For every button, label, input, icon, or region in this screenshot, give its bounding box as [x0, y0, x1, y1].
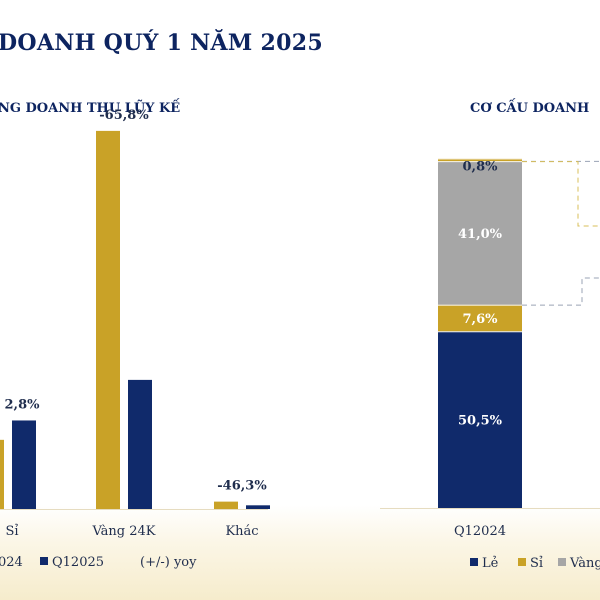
- bar-q12025-1: [128, 379, 152, 509]
- legend-label-yoy: (+/-) yoy: [140, 555, 197, 570]
- dashed-connector-lines: [522, 160, 600, 306]
- category-label-0: Sỉ: [5, 524, 18, 539]
- stack-label-2: 41,0%: [458, 227, 503, 242]
- stack-legend-swatch-1: [518, 558, 526, 566]
- right-chart-subtitle: CƠ CẤU DOANH: [470, 101, 590, 116]
- legend-label-q12025: Q12025: [52, 555, 104, 570]
- bar-q12025-2: [246, 505, 270, 509]
- category-label-2: Khác: [225, 524, 258, 539]
- left-chart-subtitle: NG DOANH THU LŨY KẾ: [0, 101, 181, 116]
- revenue-structure-stacked-chart: 50,5% 7,6% 41,0% 0,8% Q12024 Lẻ Sỉ Vàng: [380, 158, 600, 571]
- stack-label-0: 50,5%: [458, 414, 503, 429]
- stack-label-1: 7,6%: [463, 312, 499, 327]
- yoy-annotation-0: 2,8%: [5, 397, 41, 412]
- stack-legend-label-2: Vàng: [569, 556, 600, 571]
- category-label-1: Vàng 24K: [91, 524, 155, 539]
- bottom-gradient-band: [0, 505, 600, 600]
- page-title: DOANH QUÝ 1 NĂM 2025: [0, 30, 323, 56]
- stack-legend-swatch-2: [558, 558, 566, 566]
- stack-label-3: 0,8%: [463, 159, 499, 174]
- connector-gray: [522, 277, 600, 306]
- bar-q12024-1: [96, 130, 120, 509]
- bar-q12024-0: [0, 439, 4, 509]
- yoy-annotation-2: -46,3%: [217, 479, 267, 494]
- connector-gold: [522, 161, 600, 227]
- legend-swatch-q12025: [40, 557, 48, 565]
- stack-legend-label-0: Lẻ: [482, 556, 499, 571]
- stack-legend-label-1: Sỉ: [530, 556, 543, 571]
- stack-segment-0: [438, 331, 522, 508]
- bar-q12025-0: [12, 420, 36, 509]
- stack-category-label: Q12024: [454, 524, 506, 539]
- stack-segment-2: [438, 161, 522, 305]
- yoy-annotation-1: -65,8%: [99, 108, 149, 123]
- cumulative-revenue-bar-chart: 2,8% Sỉ -65,8% Vàng 24K -46,3% Khác 024 Q12025 (…: [0, 108, 270, 570]
- legend-label-q12024: 024: [0, 555, 23, 570]
- stack-legend-swatch-0: [470, 558, 478, 566]
- bar-q12024-2: [214, 501, 238, 509]
- stack-segment-3: [438, 158, 522, 162]
- stack-segment-1: [438, 304, 522, 332]
